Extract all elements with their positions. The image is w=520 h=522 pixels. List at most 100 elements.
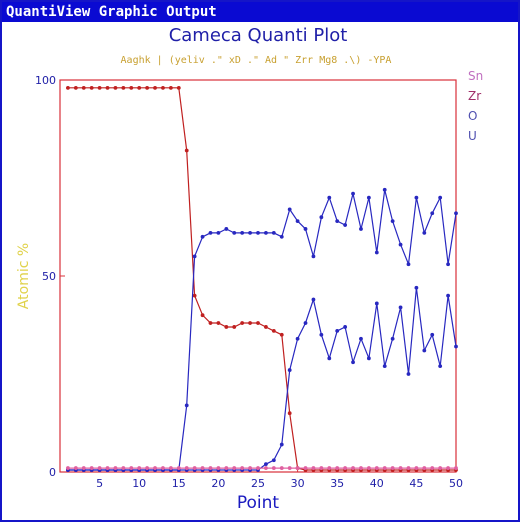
data-point <box>382 466 387 470</box>
data-point <box>398 466 403 470</box>
data-point <box>446 293 450 298</box>
data-point <box>398 242 403 247</box>
data-point <box>137 85 142 90</box>
data-point <box>374 301 379 306</box>
data-point <box>271 328 276 333</box>
data-point <box>430 466 435 470</box>
data-point <box>66 466 70 470</box>
data-point <box>153 85 157 90</box>
data-point <box>414 195 419 200</box>
data-point <box>422 348 427 353</box>
data-point <box>398 305 403 310</box>
data-point <box>311 466 316 470</box>
data-point <box>224 227 229 231</box>
data-point <box>256 230 260 235</box>
data-point <box>184 148 189 153</box>
data-point <box>113 466 118 470</box>
data-point <box>145 85 150 90</box>
data-point <box>208 230 213 235</box>
data-point <box>264 466 268 470</box>
data-point <box>351 360 355 365</box>
x-tick-label: 45 <box>409 477 423 490</box>
data-point <box>343 325 348 329</box>
data-point <box>105 466 110 470</box>
data-point <box>327 195 332 200</box>
data-point <box>192 466 197 470</box>
data-point <box>454 211 458 216</box>
data-point <box>382 364 387 369</box>
data-point <box>319 332 324 337</box>
data-point <box>303 227 308 231</box>
data-point <box>374 250 379 255</box>
data-point <box>406 466 411 470</box>
data-point <box>327 356 332 361</box>
data-point <box>81 466 86 470</box>
data-point <box>240 230 245 235</box>
data-point <box>73 85 78 90</box>
data-point <box>81 85 86 90</box>
data-point <box>256 466 260 470</box>
data-point <box>366 195 371 200</box>
data-point <box>351 191 355 196</box>
data-point <box>406 372 411 376</box>
x-tick-label: 40 <box>370 477 384 490</box>
data-point <box>335 466 340 470</box>
data-point <box>366 356 371 361</box>
data-point <box>279 332 284 337</box>
data-point <box>248 321 252 325</box>
data-point <box>430 211 435 216</box>
data-point <box>248 230 252 235</box>
data-point <box>161 466 165 470</box>
data-point <box>66 85 70 90</box>
data-point <box>129 466 134 470</box>
data-point <box>264 462 268 467</box>
data-point <box>113 85 118 90</box>
data-point <box>390 466 395 470</box>
data-point <box>224 325 229 329</box>
x-tick-label: 20 <box>211 477 225 490</box>
data-point <box>216 230 221 235</box>
window-title-bar[interactable]: QuantiView Graphic Output <box>2 2 518 22</box>
data-point <box>438 466 443 470</box>
data-point <box>303 466 308 470</box>
x-tick-label: 25 <box>251 477 265 490</box>
data-point <box>168 85 173 90</box>
data-point <box>390 219 395 224</box>
data-point <box>176 466 181 470</box>
data-point <box>295 219 300 224</box>
data-point <box>438 195 443 200</box>
y-tick-label: 100 <box>35 74 56 87</box>
x-axis-label: Point <box>237 493 280 513</box>
data-point <box>240 466 245 470</box>
data-point <box>232 325 237 329</box>
y-tick-label: 0 <box>49 466 56 479</box>
data-point <box>319 466 324 470</box>
data-point <box>374 466 379 470</box>
data-point <box>406 262 411 267</box>
data-point <box>446 466 450 470</box>
data-point <box>438 364 443 369</box>
data-point <box>89 466 94 470</box>
data-point <box>200 313 205 318</box>
data-point <box>145 466 150 470</box>
data-point <box>153 466 157 470</box>
data-point <box>184 466 189 470</box>
data-point <box>161 85 165 90</box>
data-point <box>264 230 268 235</box>
data-point <box>343 223 348 227</box>
legend: Sn Zr OU <box>468 69 483 143</box>
data-point <box>208 466 213 470</box>
data-point <box>343 466 348 470</box>
data-point <box>256 321 260 325</box>
data-point <box>200 234 205 239</box>
data-point <box>89 85 94 90</box>
data-point <box>287 466 292 470</box>
data-point <box>422 466 427 470</box>
chart-subtitle: Aaghk | (yeliv ." xD ." Ad " Zrr Mg8 .\)… <box>121 55 392 66</box>
data-point <box>359 336 363 341</box>
data-point <box>303 321 308 325</box>
data-point <box>359 227 363 231</box>
data-point <box>311 297 316 302</box>
